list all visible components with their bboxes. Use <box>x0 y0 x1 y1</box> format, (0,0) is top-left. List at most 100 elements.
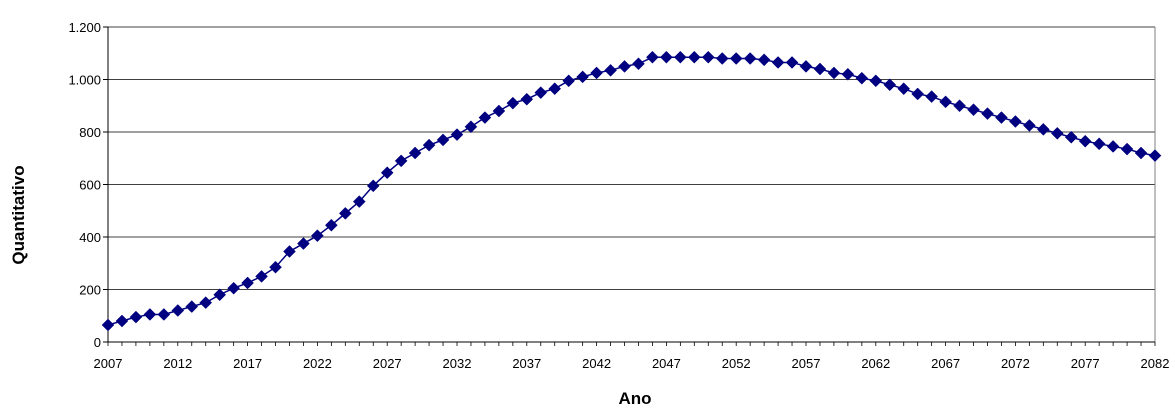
data-point-marker <box>506 96 520 110</box>
data-point-marker <box>478 111 492 124</box>
x-tick-label: 2067 <box>931 356 960 371</box>
data-point-marker <box>813 62 827 76</box>
data-point-marker <box>1009 115 1022 128</box>
series-line <box>107 56 1156 326</box>
data-point-marker <box>213 288 227 302</box>
data-point-marker <box>115 314 129 328</box>
data-point-marker <box>897 82 911 96</box>
data-point-marker <box>883 78 897 92</box>
data-point-marker <box>674 50 687 64</box>
data-point-marker <box>1092 137 1106 151</box>
y-tick-labels: 0 200 400 600 800 1.000 1.200 <box>68 20 101 350</box>
data-point-marker <box>799 60 813 73</box>
data-point-marker <box>855 71 869 85</box>
data-point-marker <box>199 296 213 309</box>
data-point-marker <box>297 237 310 250</box>
data-point-marker <box>1064 130 1078 144</box>
data-point-marker <box>687 50 701 64</box>
data-point-marker <box>785 56 799 69</box>
x-tick-label: 2072 <box>1001 356 1030 371</box>
data-point-marker <box>157 308 171 321</box>
y-tick-label: 200 <box>79 283 101 298</box>
data-point-marker <box>757 53 771 67</box>
data-point-marker <box>660 50 673 64</box>
data-point-marker <box>981 107 994 120</box>
data-point-marker <box>576 70 589 84</box>
data-point-marker <box>1120 142 1134 156</box>
data-point-marker <box>422 138 436 152</box>
data-point-marker <box>841 67 855 81</box>
data-point-marker <box>408 146 422 160</box>
data-point-marker <box>129 310 143 324</box>
data-point-marker <box>632 57 645 71</box>
data-point-marker <box>534 86 548 99</box>
y-tick-label: 1.200 <box>68 20 101 35</box>
data-point-marker <box>995 111 1008 124</box>
data-point-marker <box>185 300 199 313</box>
data-point-marker <box>967 103 980 117</box>
data-point-marker <box>171 304 185 317</box>
data-point-marker <box>1036 123 1050 136</box>
data-point-marker <box>143 308 157 321</box>
data-point-marker <box>492 104 506 118</box>
data-point-marker <box>269 260 282 274</box>
x-axis-title: Ano <box>618 389 651 408</box>
x-tick-label: 2047 <box>652 356 681 371</box>
x-tick-label: 2007 <box>94 356 123 371</box>
x-tick-label: 2077 <box>1071 356 1100 371</box>
x-tick-label: 2042 <box>582 356 611 371</box>
x-tick-label: 2057 <box>792 356 821 371</box>
data-point-marker <box>1148 149 1162 162</box>
data-point-marker <box>394 154 408 168</box>
data-point-marker <box>827 66 841 80</box>
axes <box>103 26 1156 346</box>
data-point-marker <box>729 52 743 65</box>
data-point-marker <box>1078 134 1092 148</box>
x-tick-labels: 2007 2012 2017 2022 2027 2032 2037 2042 2047 2052… <box>94 356 1170 371</box>
y-tick-label: 0 <box>94 335 101 350</box>
x-tick-label: 2012 <box>163 356 192 371</box>
data-point-marker <box>227 281 240 295</box>
x-tick-label: 2032 <box>443 356 472 371</box>
y-axis-title: Quantitativo <box>9 165 28 264</box>
data-point-marker <box>366 179 380 193</box>
x-tick-label: 2082 <box>1141 356 1170 371</box>
data-point-marker <box>380 166 394 180</box>
data-point-marker <box>1106 140 1120 153</box>
data-point-marker <box>562 74 576 88</box>
data-point-marker <box>338 207 352 220</box>
data-point-marker <box>450 128 464 141</box>
y-tick-label: 400 <box>79 230 101 245</box>
data-point-marker <box>241 276 254 290</box>
grid-lines <box>108 26 1155 290</box>
x-tick-label: 2037 <box>512 356 541 371</box>
data-series <box>101 50 1162 332</box>
data-point-marker <box>101 318 115 332</box>
data-point-marker <box>436 133 450 147</box>
data-point-marker <box>283 245 296 258</box>
data-point-marker <box>464 120 478 134</box>
data-point-marker <box>311 229 324 243</box>
y-tick-label: 600 <box>79 178 101 193</box>
data-point-marker <box>352 195 366 208</box>
y-tick-label: 1.000 <box>68 73 101 88</box>
data-point-marker <box>325 218 338 232</box>
data-point-marker <box>255 270 268 283</box>
data-point-marker <box>939 95 952 109</box>
data-point-marker <box>590 66 603 80</box>
x-tick-label: 2052 <box>722 356 751 371</box>
data-point-marker <box>925 90 938 103</box>
x-tick-label: 2027 <box>373 356 402 371</box>
data-point-marker <box>743 52 757 65</box>
x-tick-label: 2062 <box>861 356 890 371</box>
data-point-marker <box>1023 119 1036 132</box>
y-tick-label: 800 <box>79 125 101 140</box>
data-point-marker <box>953 99 966 113</box>
data-point-marker <box>911 87 925 101</box>
x-tick-label: 2017 <box>233 356 262 371</box>
data-point-marker <box>1050 126 1064 140</box>
data-point-marker <box>715 52 729 65</box>
data-point-marker <box>701 50 715 64</box>
data-point-marker <box>548 82 562 96</box>
